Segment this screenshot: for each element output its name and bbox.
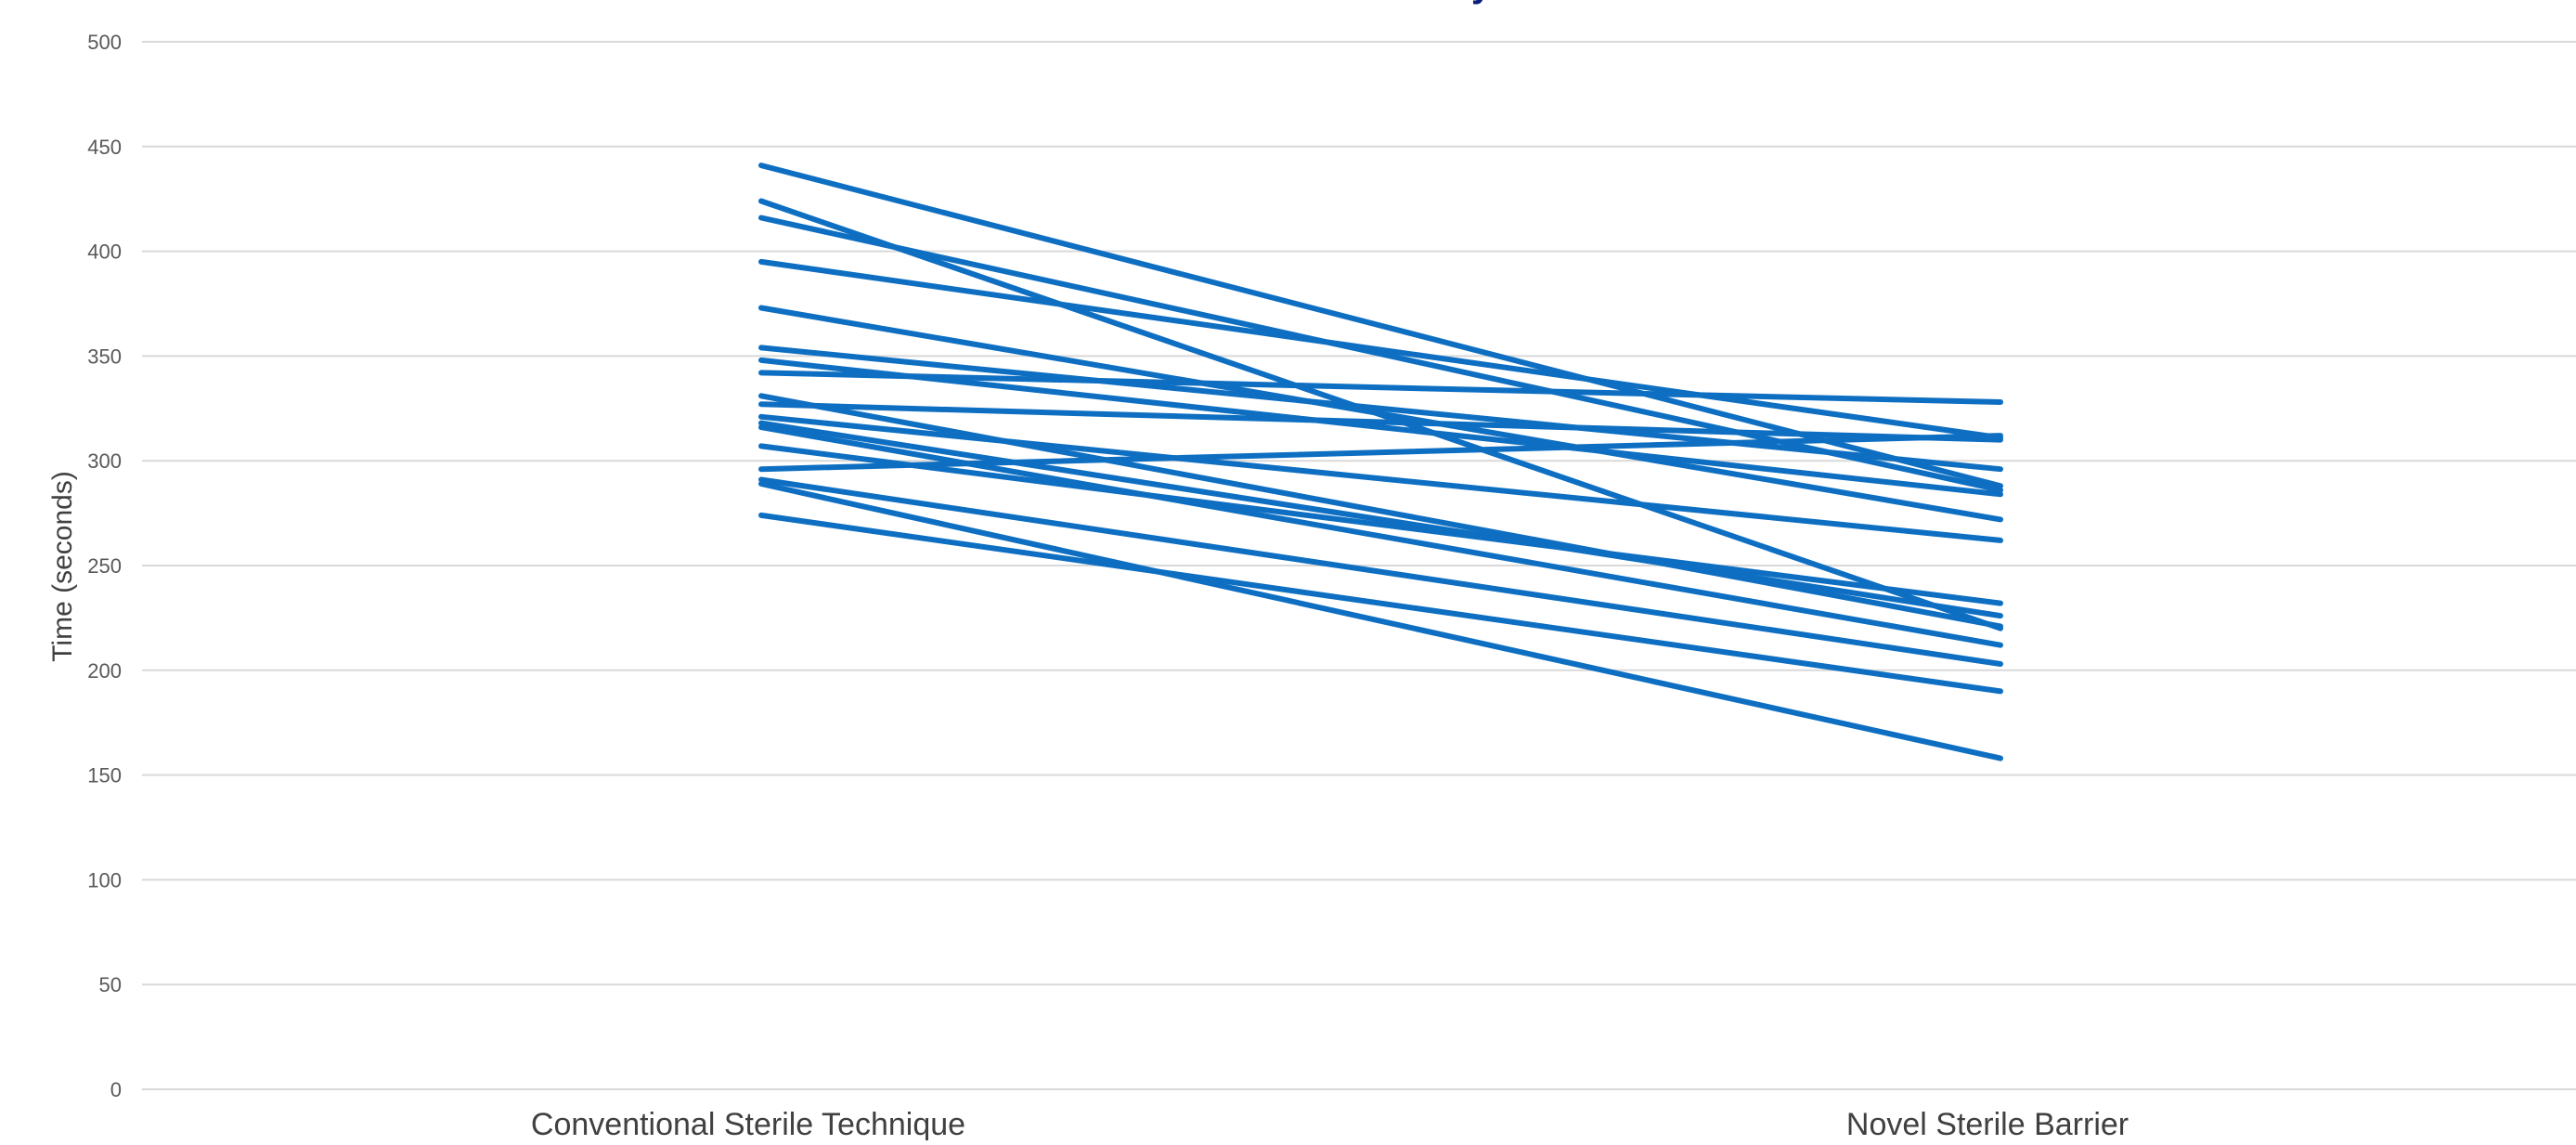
series-line-3 xyxy=(758,215,2003,493)
chart-title-fragment: y xyxy=(1471,0,1493,5)
series-line-7 xyxy=(758,357,2003,498)
y-tick-label: 450 xyxy=(87,136,122,159)
x-axis-category-labels: Conventional Sterile Technique Novel Ster… xyxy=(531,1107,2129,1142)
chart-title-fragment-layer: y xyxy=(1471,0,1493,5)
series-lines xyxy=(758,163,2003,761)
y-tick-label: 350 xyxy=(87,345,122,368)
y-tick-label: 150 xyxy=(87,764,122,787)
y-tick-label: 50 xyxy=(99,973,122,996)
y-tick-label: 100 xyxy=(87,868,122,891)
series-line-12 xyxy=(758,420,2003,619)
y-tick-label: 400 xyxy=(87,241,122,264)
x-category-label: Novel Sterile Barrier xyxy=(1846,1107,2129,1140)
series-line-8 xyxy=(758,370,2003,405)
series-line-16 xyxy=(758,476,2003,667)
series-line-15 xyxy=(758,433,2003,473)
series-line-18 xyxy=(758,512,2003,695)
x-category-label: Conventional Sterile Technique xyxy=(531,1107,965,1140)
y-tick-label: 300 xyxy=(87,449,122,473)
y-axis-tick-labels: 0 50 100 150 200 250 300 350 400 450 500 xyxy=(87,31,122,1101)
series-line-14 xyxy=(758,443,2003,606)
series-line-6 xyxy=(758,345,2003,473)
y-tick-label: 200 xyxy=(87,659,122,683)
y-tick-label: 500 xyxy=(87,31,122,54)
series-line-9 xyxy=(758,393,2003,630)
series-line-17 xyxy=(758,481,2003,761)
y-tick-label: 250 xyxy=(87,554,122,578)
y-axis-title: Time (seconds) xyxy=(47,471,78,662)
series-line-5 xyxy=(758,305,2003,523)
gridlines xyxy=(142,41,2576,1090)
series-line-10 xyxy=(758,401,2003,443)
y-tick-label: 0 xyxy=(110,1078,122,1101)
series-line-11 xyxy=(758,413,2003,543)
series-line-4 xyxy=(758,258,2003,441)
